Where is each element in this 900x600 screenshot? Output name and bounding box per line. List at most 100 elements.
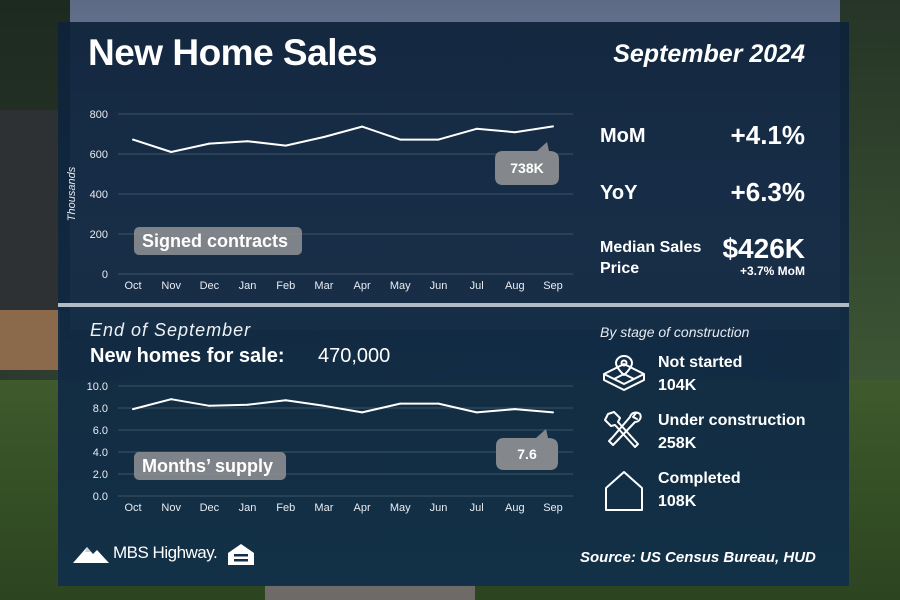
section-divider — [58, 303, 849, 307]
series-line — [132, 125, 554, 153]
x-tick-label: Aug — [505, 502, 525, 514]
x-tick-label: Jul — [470, 280, 484, 292]
x-tick-label: Jan — [239, 502, 257, 514]
data-point — [284, 399, 287, 402]
x-tick-label: Dec — [200, 280, 220, 292]
series-label: Signed contracts — [142, 231, 288, 251]
x-tick-label: Feb — [276, 280, 295, 292]
data-source: Source: US Census Bureau, HUD — [580, 549, 816, 566]
data-point — [475, 127, 478, 130]
y-tick-label: 2.0 — [93, 469, 108, 481]
stage-value-completed: 108K — [658, 493, 697, 510]
callout-value: 7.6 — [517, 446, 537, 462]
x-tick-label: Mar — [314, 280, 333, 292]
callout-bubble — [495, 142, 559, 185]
x-tick-label: Nov — [161, 502, 181, 514]
x-tick-label: Sep — [543, 280, 563, 292]
background-fence — [0, 310, 60, 370]
x-tick-label: Nov — [161, 280, 181, 292]
data-point — [361, 125, 364, 128]
for-sale-label: New homes for sale: — [90, 345, 285, 367]
y-tick-label: 200 — [90, 229, 108, 241]
y-tick-label: 4.0 — [93, 447, 108, 459]
data-point — [284, 144, 287, 147]
median-price-label: Median Sales Price — [600, 239, 702, 277]
series-label-box — [134, 227, 302, 255]
data-point — [246, 403, 249, 406]
y-tick-label: 600 — [90, 149, 108, 161]
mom-label: MoM — [600, 125, 646, 147]
series-label-box — [134, 452, 286, 480]
data-point — [132, 138, 134, 141]
callout-value: 738K — [510, 160, 543, 176]
equal-housing-icon — [228, 544, 254, 565]
x-tick-label: Oct — [124, 502, 141, 514]
data-point — [322, 136, 325, 138]
report-period: September 2024 — [613, 40, 805, 68]
stage-value-not-started: 104K — [658, 377, 697, 394]
y-tick-label: 6.0 — [93, 425, 108, 437]
x-tick-label: May — [390, 502, 411, 514]
mom-value: +4.1% — [730, 120, 805, 150]
stage-title-under-construction: Under construction — [658, 412, 806, 429]
y-tick-label: 400 — [90, 189, 108, 201]
data-point — [132, 408, 134, 411]
data-point — [437, 402, 440, 405]
x-tick-label: Apr — [354, 502, 371, 514]
y-tick-label: 10.0 — [87, 381, 108, 393]
data-point — [170, 398, 173, 401]
data-point — [475, 411, 478, 414]
for-sale-value: 470,000 — [318, 345, 391, 367]
data-point — [437, 138, 440, 141]
data-point — [246, 140, 249, 143]
months-supply-chart: 0.0 2.0 4.0 6.0 8.0 10.0 Oct Nov Dec Jan Feb Mar Apr… — [87, 381, 573, 514]
house-icon — [605, 471, 643, 511]
data-point — [208, 142, 211, 145]
stages-heading: By stage of construction — [600, 324, 750, 340]
x-tick-label: Jun — [430, 502, 448, 514]
mountain-logo-icon — [73, 547, 109, 563]
page-title: New Home Sales — [88, 32, 378, 73]
lot-pin-icon — [603, 355, 645, 391]
x-tick-label: Mar — [314, 502, 333, 514]
x-tick-label: Dec — [200, 502, 220, 514]
y-tick-label: 8.0 — [93, 403, 108, 415]
brand-logo: MBS Highway. — [73, 540, 218, 566]
data-point — [399, 402, 402, 405]
y-tick-label: 800 — [90, 109, 108, 121]
series-label: Months’ supply — [142, 456, 273, 476]
yoy-label: YoY — [600, 182, 638, 204]
stage-title-completed: Completed — [658, 470, 741, 487]
y-tick-label: 0.0 — [93, 491, 108, 503]
x-tick-label: Oct — [124, 280, 141, 292]
x-tick-label: Feb — [276, 502, 295, 514]
data-point — [322, 404, 325, 407]
x-tick-label: Apr — [354, 280, 371, 292]
data-point — [361, 411, 364, 414]
y-tick-label: 0 — [102, 269, 108, 281]
callout-bubble — [496, 429, 558, 470]
brand-name: MBS Highway. — [113, 543, 218, 562]
data-point — [399, 138, 402, 141]
data-point — [513, 131, 516, 134]
background-trees-right — [840, 0, 900, 380]
median-price-value: $426K — [722, 233, 805, 264]
y-axis-title: Thousands — [66, 166, 78, 221]
data-point — [552, 125, 554, 128]
tools-icon — [604, 411, 642, 448]
x-tick-label: Aug — [505, 280, 525, 292]
stage-title-not-started: Not started — [658, 354, 743, 371]
x-tick-label: Jul — [470, 502, 484, 514]
x-tick-label: May — [390, 280, 411, 292]
median-price-change: +3.7% MoM — [739, 264, 805, 278]
data-point — [208, 404, 211, 407]
series-line — [132, 398, 554, 414]
x-tick-label: Jun — [430, 280, 448, 292]
background-path — [265, 585, 475, 600]
signed-contracts-chart: 0 200 400 600 800 Oct Nov Dec Jan Feb Mar Apr May Jun… — [66, 109, 573, 292]
inventory-heading: End of September — [90, 320, 252, 340]
x-tick-label: Sep — [543, 502, 563, 514]
yoy-value: +6.3% — [730, 177, 805, 207]
x-tick-label: Jan — [239, 280, 257, 292]
data-point — [170, 151, 173, 153]
